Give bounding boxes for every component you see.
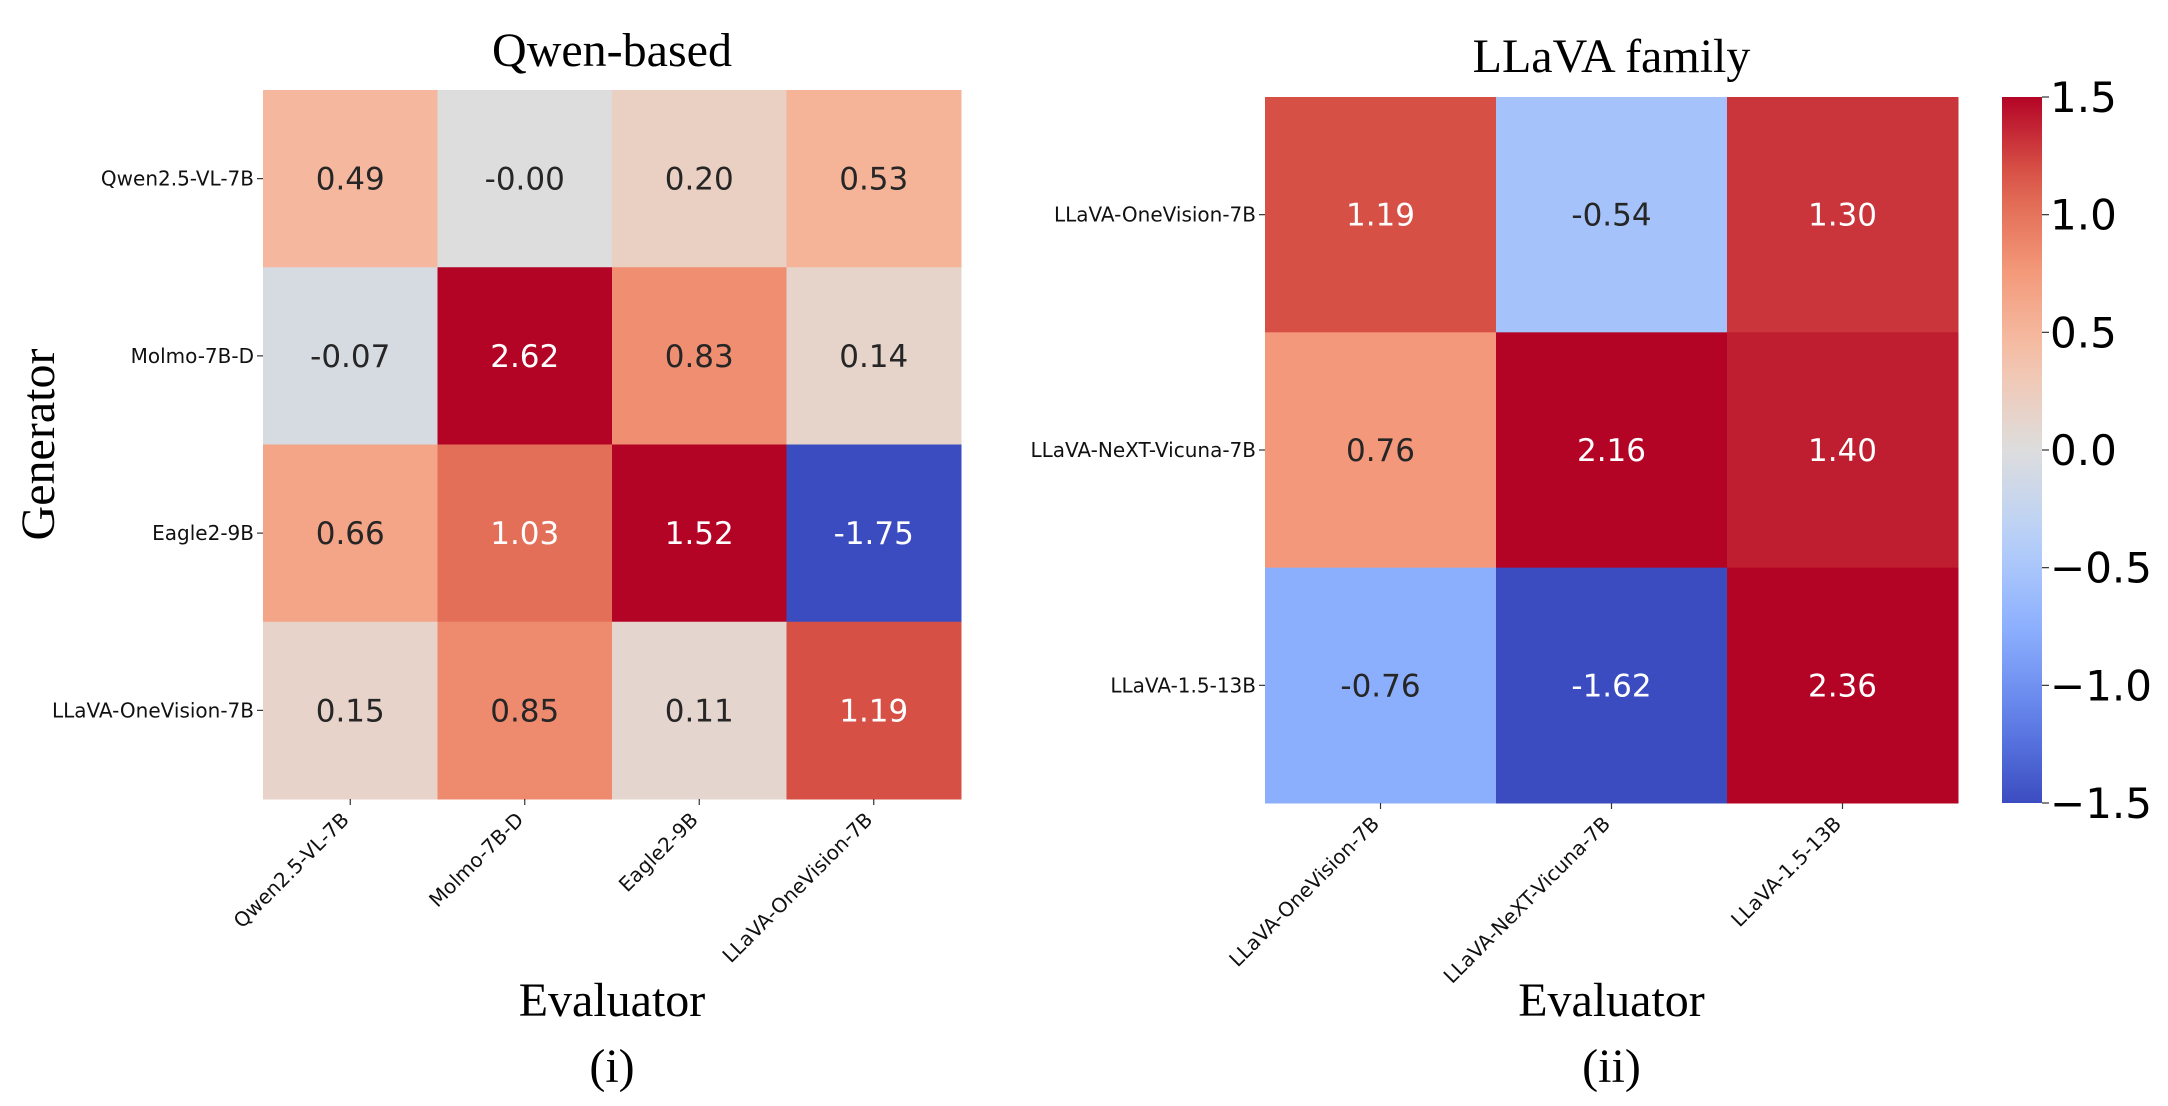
chart-title: LLaVA family — [1473, 30, 1751, 83]
heatmap-cell — [263, 90, 438, 268]
heatmap-cell — [437, 267, 613, 445]
colorbar-tick-label: 0.5 — [2050, 308, 2117, 357]
colorbar-bar — [2002, 97, 2042, 803]
heatmap-1: Qwen-based 0.49 -0.00 0.20 0.53 -0.07 2.62 0.83… — [12, 24, 962, 1093]
cell-value-label: -0.54 — [1571, 198, 1651, 234]
colorbar-tick-label: 1.5 — [2050, 73, 2117, 122]
subfigure-caption: (i) — [589, 1040, 634, 1093]
cell-value-label: -0.07 — [310, 339, 390, 375]
heatmap-cell — [786, 90, 962, 268]
chart-title: Qwen-based — [492, 24, 732, 77]
colorbar: 1.5 1.0 0.5 0.0 −0.5 −1.0 −1.5 — [2002, 73, 2152, 828]
cell-value-label: -1.62 — [1571, 668, 1651, 704]
y-tick-label: LLaVA-1.5-13B — [1110, 673, 1256, 697]
heatmap-cell — [612, 444, 787, 623]
x-tick-label: LLaVA-OneVision-7B — [717, 808, 877, 968]
cell-value-label: 2.36 — [1808, 668, 1877, 704]
heatmap-cell — [1727, 97, 1959, 333]
cell-value-label: 1.30 — [1808, 198, 1877, 234]
heatmap-cell — [612, 621, 787, 800]
heatmap-cell — [1496, 567, 1728, 804]
cell-value-label: 1.03 — [490, 516, 559, 552]
cell-value-label: -0.00 — [485, 162, 565, 198]
heatmap-cell — [263, 621, 438, 800]
y-axis-label: Generator — [12, 349, 65, 541]
x-tick-label: Eagle2-9B — [614, 808, 703, 897]
heatmap-cell — [437, 621, 613, 800]
cell-value-label: 1.19 — [1346, 198, 1415, 234]
x-axis-label: Evaluator — [1518, 974, 1705, 1027]
cell-value-label: 0.76 — [1346, 433, 1415, 469]
y-tick-label: LLaVA-OneVision-7B — [1054, 203, 1256, 227]
y-tick-label: Eagle2-9B — [152, 521, 254, 545]
cell-value-label: 2.16 — [1577, 433, 1646, 469]
cell-value-label: 1.40 — [1808, 433, 1877, 469]
cell-value-label: 0.83 — [665, 339, 734, 375]
heatmap-cell — [786, 444, 962, 623]
heatmap-cell — [437, 444, 613, 623]
heatmap-cell — [1265, 332, 1497, 569]
y-tick-label: LLaVA-OneVision-7B — [52, 698, 254, 722]
cell-value-label: 0.15 — [316, 693, 385, 729]
cell-value-label: 0.11 — [665, 693, 734, 729]
colorbar-tick-label: 0.0 — [2050, 426, 2117, 475]
heatmap-cell — [612, 267, 787, 445]
heatmap-cell — [786, 621, 962, 800]
cell-value-label: -0.76 — [1340, 668, 1420, 704]
heatmap-cell — [1496, 332, 1728, 569]
heatmap-cell — [612, 90, 787, 268]
heatmap-cell — [437, 90, 613, 268]
heatmap-cell — [263, 444, 438, 623]
colorbar-tick-label: −0.5 — [2050, 544, 2152, 593]
x-tick-label: Qwen2.5-VL-7B — [229, 808, 354, 933]
heatmap-cell — [1496, 97, 1728, 333]
cell-value-label: 0.20 — [665, 162, 734, 198]
y-tick-label: Molmo-7B-D — [131, 344, 254, 368]
heatmap-cell — [263, 267, 438, 445]
heatmap-cell — [1727, 332, 1959, 569]
cell-value-label: 0.53 — [839, 162, 908, 198]
cell-value-label: -1.75 — [834, 516, 914, 552]
y-tick-label: LLaVA-NeXT-Vicuna-7B — [1030, 438, 1256, 462]
x-tick-label: LLaVA-NeXT-Vicuna-7B — [1439, 812, 1615, 988]
colorbar-tick-label: −1.5 — [2050, 779, 2152, 828]
subfigure-caption: (ii) — [1582, 1040, 1641, 1093]
heatmap-2: LLaVA family 1.19 -0.54 1.30 0.76 2.16 1.40 -0.… — [1030, 30, 2152, 1093]
cell-value-label: 2.62 — [490, 339, 559, 375]
x-tick-label: Molmo-7B-D — [424, 808, 528, 912]
colorbar-tick-label: −1.0 — [2050, 661, 2152, 710]
cell-value-label: 0.85 — [490, 693, 559, 729]
cell-value-label: 1.19 — [839, 693, 908, 729]
heatmap-cell — [1265, 97, 1497, 333]
y-tick-label: Qwen2.5-VL-7B — [101, 167, 254, 191]
x-tick-label: LLaVA-OneVision-7B — [1224, 812, 1384, 972]
cell-value-label: 0.66 — [316, 516, 385, 552]
cell-value-label: 0.49 — [316, 162, 385, 198]
x-axis-label: Evaluator — [519, 974, 706, 1027]
heatmap-cell — [1265, 567, 1497, 804]
x-tick-label: LLaVA-1.5-13B — [1726, 812, 1846, 932]
heatmap-cell — [1727, 567, 1959, 804]
heatmap-cell — [786, 267, 962, 445]
cell-value-label: 0.14 — [839, 339, 908, 375]
colorbar-tick-label: 1.0 — [2050, 191, 2117, 240]
cell-value-label: 1.52 — [665, 516, 734, 552]
